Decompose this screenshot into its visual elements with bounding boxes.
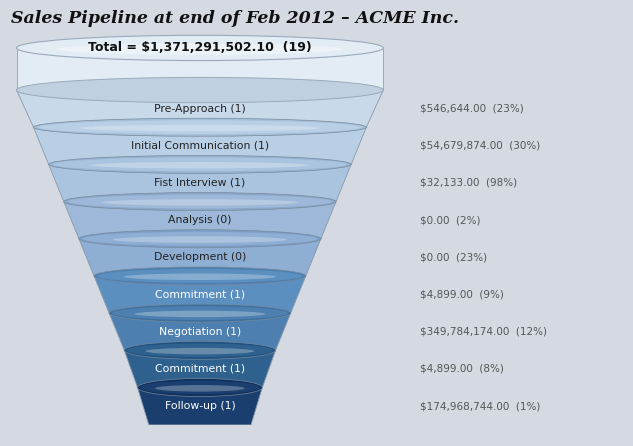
- Text: Pre-Approach (1): Pre-Approach (1): [154, 103, 246, 114]
- Ellipse shape: [16, 78, 384, 103]
- Text: $0.00  (2%): $0.00 (2%): [420, 215, 481, 225]
- Text: $54,679,874.00  (30%): $54,679,874.00 (30%): [420, 141, 541, 151]
- Polygon shape: [79, 239, 321, 276]
- Text: Follow-up (1): Follow-up (1): [165, 401, 235, 411]
- Ellipse shape: [135, 311, 265, 317]
- Ellipse shape: [68, 87, 332, 94]
- Ellipse shape: [94, 267, 306, 285]
- Ellipse shape: [139, 380, 260, 394]
- Text: Commitment (1): Commitment (1): [155, 364, 245, 374]
- Text: $546,644.00  (23%): $546,644.00 (23%): [420, 103, 524, 114]
- Ellipse shape: [109, 304, 291, 322]
- Ellipse shape: [146, 348, 254, 355]
- Text: $0.00  (23%): $0.00 (23%): [420, 252, 487, 262]
- Ellipse shape: [68, 194, 332, 209]
- Polygon shape: [16, 90, 384, 127]
- Text: $4,899.00  (9%): $4,899.00 (9%): [420, 289, 505, 300]
- Polygon shape: [49, 165, 351, 202]
- Ellipse shape: [127, 343, 273, 357]
- Text: Sales Pipeline at end of Feb 2012 – ACME Inc.: Sales Pipeline at end of Feb 2012 – ACME…: [11, 10, 459, 27]
- Text: Fist Interview (1): Fist Interview (1): [154, 178, 246, 188]
- Text: $349,784,174.00  (12%): $349,784,174.00 (12%): [420, 327, 548, 337]
- Ellipse shape: [49, 155, 351, 173]
- Text: Initial Communication (1): Initial Communication (1): [131, 141, 269, 151]
- Text: $4,899.00  (8%): $4,899.00 (8%): [420, 364, 505, 374]
- Ellipse shape: [22, 83, 378, 97]
- Ellipse shape: [82, 232, 317, 246]
- Ellipse shape: [64, 193, 336, 211]
- Ellipse shape: [80, 125, 320, 131]
- Ellipse shape: [97, 269, 303, 283]
- Ellipse shape: [53, 157, 347, 171]
- Text: $174,968,744.00  (1%): $174,968,744.00 (1%): [420, 401, 541, 411]
- Polygon shape: [34, 127, 367, 165]
- Polygon shape: [16, 48, 384, 90]
- Polygon shape: [109, 313, 291, 350]
- Text: Total = $1,371,291,502.10  (19): Total = $1,371,291,502.10 (19): [88, 41, 312, 54]
- Text: Development (0): Development (0): [154, 252, 246, 262]
- Ellipse shape: [112, 306, 288, 320]
- Ellipse shape: [79, 230, 321, 248]
- Text: Analysis (0): Analysis (0): [168, 215, 232, 225]
- Polygon shape: [94, 276, 306, 313]
- Polygon shape: [124, 350, 275, 388]
- Ellipse shape: [113, 236, 287, 243]
- Ellipse shape: [57, 44, 343, 55]
- Polygon shape: [64, 202, 336, 239]
- Ellipse shape: [102, 199, 298, 206]
- Text: $32,133.00  (98%): $32,133.00 (98%): [420, 178, 518, 188]
- Ellipse shape: [155, 385, 245, 392]
- Ellipse shape: [123, 273, 276, 280]
- Ellipse shape: [91, 162, 309, 169]
- Ellipse shape: [39, 120, 361, 134]
- Text: Negotiation (1): Negotiation (1): [159, 327, 241, 337]
- Ellipse shape: [137, 379, 262, 396]
- Ellipse shape: [16, 81, 384, 99]
- Polygon shape: [137, 388, 262, 425]
- Ellipse shape: [124, 341, 275, 359]
- Ellipse shape: [16, 35, 384, 61]
- Text: Commitment (1): Commitment (1): [155, 289, 245, 300]
- Ellipse shape: [34, 118, 367, 136]
